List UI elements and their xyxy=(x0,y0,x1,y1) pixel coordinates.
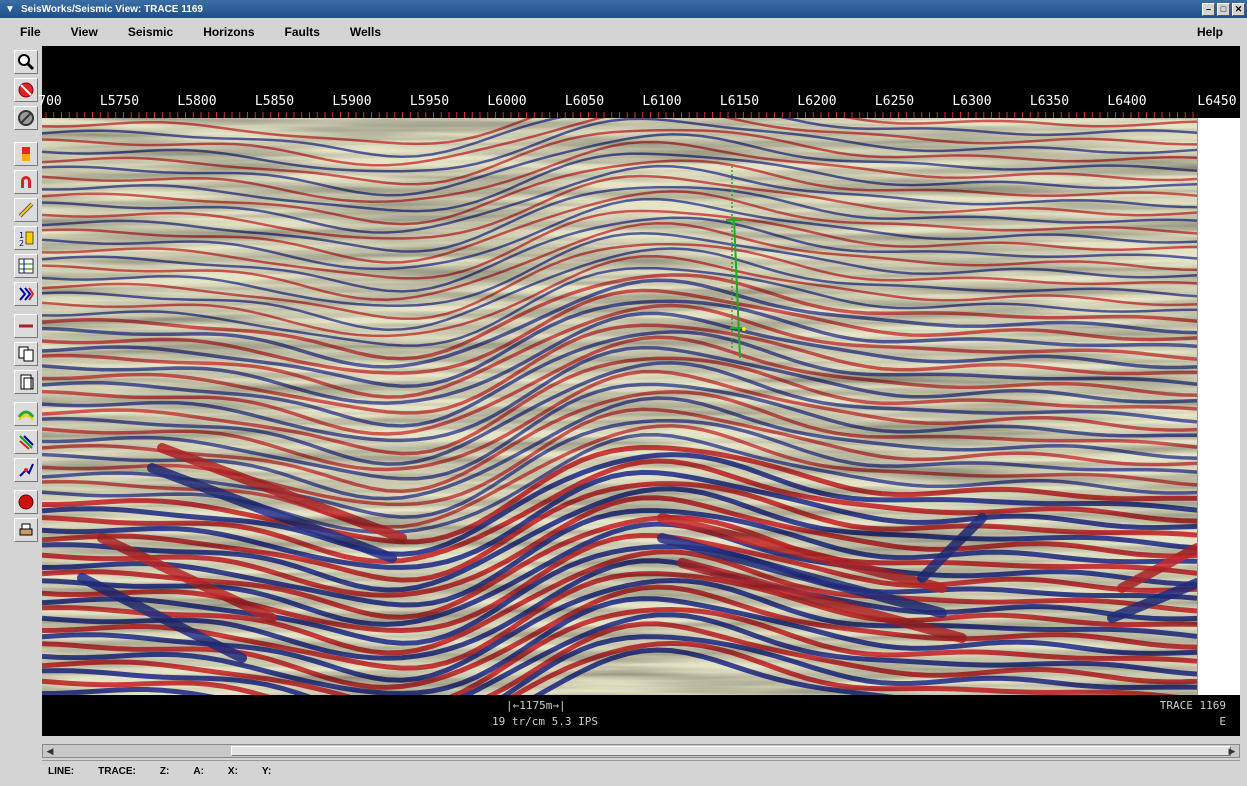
axis-label-14: L6400 xyxy=(1107,94,1147,109)
scale-bar: |←1175m→| xyxy=(506,699,566,712)
status-y: Y: xyxy=(261,766,272,777)
magnet-icon[interactable] xyxy=(14,170,38,194)
axis-label-5: L5950 xyxy=(409,94,450,109)
print-icon[interactable] xyxy=(14,518,38,542)
menu-horizons[interactable]: Horizons xyxy=(203,25,255,39)
record-icon[interactable] xyxy=(14,490,38,514)
window-menu-icon[interactable]: ▼ xyxy=(5,3,15,15)
status-bar: LINE: TRACE: Z: A: X: Y: xyxy=(42,760,1240,782)
bottom-annotation: |←1175m→| 19 tr/cm 5.3 IPS TRACE 1169 E xyxy=(42,695,1240,736)
minimize-icon[interactable]: – xyxy=(1202,2,1215,16)
menu-help[interactable]: Help xyxy=(1196,25,1223,39)
cancel-icon[interactable] xyxy=(14,78,38,102)
trace-axis: 700 L5750 L5800 L5850 L5900 L5950 L6000 L6050 L6… xyxy=(38,46,1240,118)
horizon-curve-icon[interactable] xyxy=(14,402,38,426)
axis-label-0: 700 xyxy=(38,94,62,109)
no-entry-icon[interactable] xyxy=(14,106,38,130)
fault-lines-icon[interactable] xyxy=(14,430,38,454)
scale-description: 19 tr/cm 5.3 IPS xyxy=(492,715,598,728)
pencil-icon[interactable] xyxy=(14,198,38,222)
seismic-view: 700 L5750 L5800 L5850 L5900 L5950 L6000 L6050 L6… xyxy=(38,46,1240,736)
axis-label-9: L6150 xyxy=(719,94,760,109)
scroll-right-icon[interactable]: ▶ xyxy=(1228,746,1236,756)
direction-label: E xyxy=(1219,715,1226,728)
axis-label-8: L6100 xyxy=(642,94,682,109)
menu-file[interactable]: File xyxy=(20,25,41,39)
axis-label-15: L6450 xyxy=(1197,94,1237,109)
chevron-stack-icon[interactable] xyxy=(14,282,38,306)
zoom-icon[interactable] xyxy=(14,50,38,74)
axis-label-13: L6350 xyxy=(1029,94,1070,109)
axis-label-10: L6200 xyxy=(797,94,837,109)
color-bar-icon[interactable] xyxy=(14,142,38,166)
axis-label-4: L5900 xyxy=(332,94,372,109)
svg-text:1: 1 xyxy=(19,231,24,240)
axis-label-2: L5800 xyxy=(177,94,217,109)
axis-label-3: L5850 xyxy=(254,94,295,109)
time-axis-strip xyxy=(1197,118,1240,695)
axis-ticks xyxy=(45,112,1194,118)
title-bar: ▼ SeisWorks/Seismic View: TRACE 1169 – □… xyxy=(0,0,1247,18)
status-line: LINE: xyxy=(48,766,75,777)
close-icon[interactable]: ✕ xyxy=(1232,2,1245,16)
axis-label-7: L6050 xyxy=(564,94,605,109)
menu-view[interactable]: View xyxy=(70,25,98,39)
trace-label: TRACE 1169 xyxy=(1159,699,1226,712)
horizontal-scrollbar[interactable]: ◀ ▶ xyxy=(42,744,1240,758)
horizontal-line-icon[interactable] xyxy=(14,314,38,338)
status-trace: TRACE: xyxy=(98,766,136,777)
menu-wells[interactable]: Wells xyxy=(349,25,381,39)
page-icon[interactable] xyxy=(14,370,38,394)
scroll-left-icon[interactable]: ◀ xyxy=(46,746,54,756)
menu-bar: File View Seismic Horizons Faults Wells … xyxy=(0,18,1247,46)
scroll-thumb[interactable] xyxy=(231,746,1231,756)
svg-text:2: 2 xyxy=(19,239,24,247)
copy-icon[interactable] xyxy=(14,342,38,366)
axis-label-11: L6250 xyxy=(874,94,915,109)
status-a: A: xyxy=(193,766,204,777)
window-title: SeisWorks/Seismic View: TRACE 1169 xyxy=(21,3,203,15)
menu-faults[interactable]: Faults xyxy=(284,25,320,39)
pick-tool-icon[interactable] xyxy=(14,458,38,482)
axis-label-1: L5750 xyxy=(99,94,140,109)
axis-label-6: L6000 xyxy=(487,94,527,109)
axis-label-12: L6300 xyxy=(952,94,992,109)
maximize-icon[interactable]: □ xyxy=(1217,2,1230,16)
seismic-section[interactable] xyxy=(42,118,1197,695)
status-z: Z: xyxy=(159,766,170,777)
menu-seismic[interactable]: Seismic xyxy=(127,25,174,39)
well-trace[interactable] xyxy=(726,166,746,359)
grid-icon[interactable] xyxy=(14,254,38,278)
status-x: X: xyxy=(227,766,238,777)
